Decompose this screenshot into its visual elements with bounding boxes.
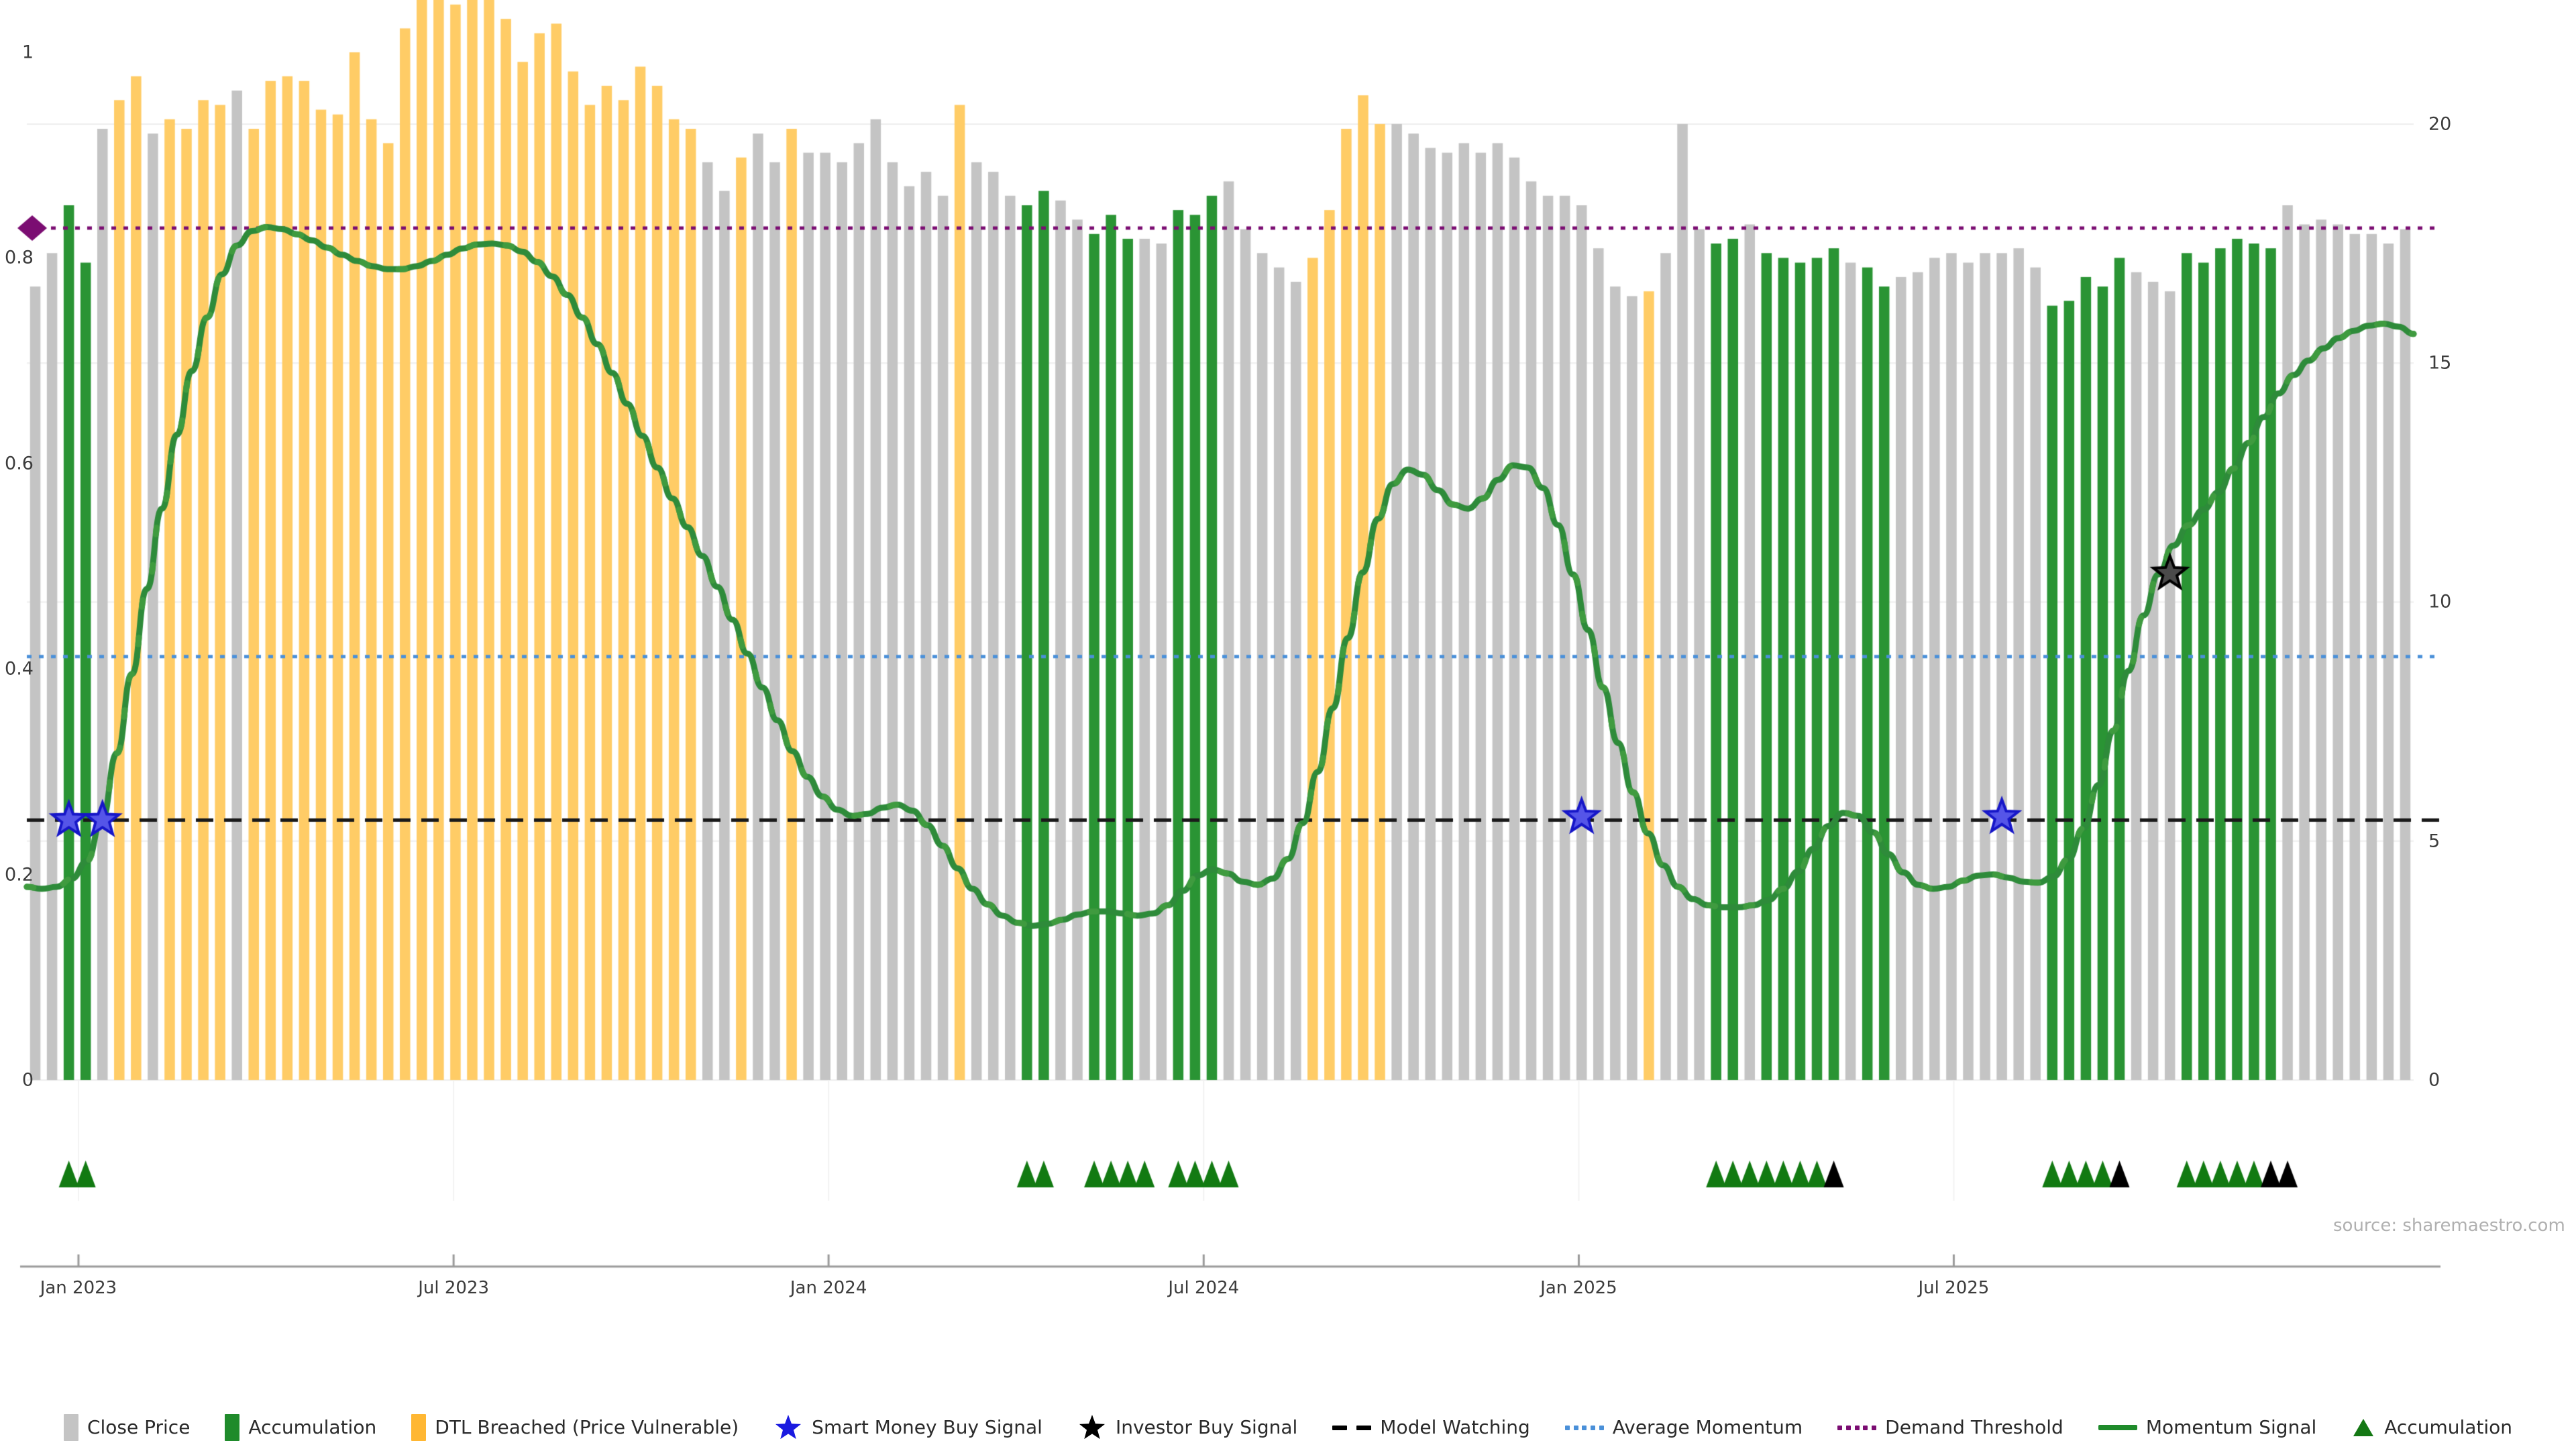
y-axis-right-tick: 5	[2428, 830, 2440, 852]
y-axis-left-tick: 0.8	[5, 247, 34, 268]
legend-label: Demand Threshold	[1885, 1416, 2063, 1438]
legend-accumulation-marker[interactable]: Accumulation	[2351, 1415, 2512, 1440]
legend-triangle-icon	[2351, 1415, 2375, 1440]
x-axis-tick: Jul 2023	[418, 1278, 490, 1298]
legend-label: Smart Money Buy Signal	[812, 1416, 1042, 1438]
legend-label: Model Watching	[1380, 1416, 1530, 1438]
y-axis-right-tick: 10	[2428, 591, 2452, 612]
legend-average-momentum[interactable]: Average Momentum	[1564, 1416, 1803, 1438]
legend-momentum-signal[interactable]: Momentum Signal	[2098, 1418, 2316, 1437]
legend-swatch-rect-icon	[63, 1414, 78, 1441]
legend-label: Accumulation	[248, 1416, 377, 1438]
legend-star-icon	[773, 1413, 803, 1442]
x-axis-tick: Jan 2023	[40, 1278, 117, 1298]
legend-label: DTL Breached (Price Vulnerable)	[435, 1416, 739, 1438]
y-axis-right-tick: 0	[2428, 1069, 2440, 1091]
legend-label: Average Momentum	[1612, 1416, 1803, 1438]
legend-accumulation-bar[interactable]: Accumulation	[225, 1414, 376, 1441]
legend-dtl-breached[interactable]: DTL Breached (Price Vulnerable)	[411, 1414, 739, 1441]
legend-smart-money-buy[interactable]: Smart Money Buy Signal	[773, 1413, 1042, 1442]
legend-star-icon	[1077, 1413, 1107, 1442]
legend-model-watching[interactable]: Model Watching	[1332, 1416, 1530, 1438]
y-axis-left-tick: 0.2	[5, 864, 34, 885]
legend-swatch-rect-icon	[225, 1414, 240, 1441]
legend-swatch-dotted-icon	[1564, 1425, 1604, 1430]
legend-label: Accumulation	[2384, 1416, 2513, 1438]
x-axis-tick: Jan 2025	[1540, 1278, 1617, 1298]
legend-label: Investor Buy Signal	[1115, 1416, 1298, 1438]
source-note: source: sharemaestro.com	[2333, 1216, 2565, 1236]
y-axis-left-tick: 0	[21, 1069, 34, 1091]
y-axis-right-tick: 20	[2428, 113, 2452, 135]
y-axis-right-tick: 15	[2428, 352, 2452, 374]
legend-demand-threshold[interactable]: Demand Threshold	[1837, 1418, 2063, 1437]
legend-investor-buy[interactable]: Investor Buy Signal	[1077, 1413, 1297, 1442]
x-axis-tick: Jul 2024	[1168, 1278, 1240, 1298]
y-axis-left-tick: 1	[21, 42, 34, 63]
chart-legend: Close Price Accumulation DTL Breached (Pri…	[0, 1413, 2576, 1442]
x-axis-tick: Jan 2024	[790, 1278, 867, 1298]
legend-swatch-rect-icon	[411, 1414, 427, 1441]
legend-close-price[interactable]: Close Price	[63, 1414, 191, 1441]
legend-swatch-dotted-icon	[1837, 1425, 1877, 1430]
legend-label: Momentum Signal	[2145, 1416, 2317, 1438]
x-axis-tick: Jul 2025	[1918, 1278, 1990, 1298]
y-axis-left-tick: 0.4	[5, 658, 34, 680]
legend-swatch-line-icon	[2098, 1425, 2137, 1430]
y-axis-left-tick: 0.6	[5, 453, 34, 474]
legend-label: Close Price	[87, 1416, 191, 1438]
